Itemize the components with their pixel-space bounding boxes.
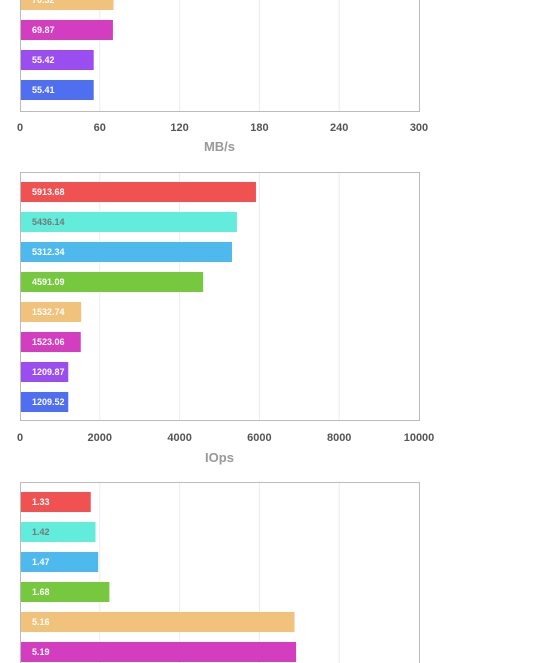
bar <box>21 20 113 40</box>
bar-value-label: 1.47 <box>32 557 50 567</box>
bar <box>21 552 99 572</box>
bar <box>21 302 82 322</box>
x-tick-label: 6000 <box>247 432 271 444</box>
bar-value-label: 5436.14 <box>32 217 65 227</box>
x-tick-label: 8000 <box>327 432 351 444</box>
bar-value-label: 1209.52 <box>32 397 65 407</box>
chart-1: 70.32 69.87 55.42 55.41 0 60 120 180 240 300 MB/s <box>17 0 428 154</box>
x-axis-title: MB/s <box>204 139 235 154</box>
x-tick-label: 0 <box>17 122 23 134</box>
x-tick-label: 240 <box>330 122 348 134</box>
bar-value-label: 1.68 <box>32 587 50 597</box>
bar <box>21 332 81 352</box>
bar <box>21 212 237 232</box>
bar-value-label: 1532.74 <box>32 307 65 317</box>
bar <box>21 80 94 100</box>
x-tick-label: 120 <box>170 122 188 134</box>
bar <box>21 612 295 632</box>
bar-value-label: 4591.09 <box>32 277 65 287</box>
bar <box>21 0 114 10</box>
plot-frame <box>20 172 420 421</box>
x-tick-label: 60 <box>94 122 106 134</box>
plot-frame <box>20 0 420 112</box>
x-tick-label: 4000 <box>167 432 191 444</box>
x-tick-label: 2000 <box>88 432 112 444</box>
bar-value-label: 55.41 <box>32 85 55 95</box>
x-tick-label: 180 <box>250 122 268 134</box>
bar-value-label: 1523.06 <box>32 337 65 347</box>
bar <box>21 642 297 662</box>
chart-3: 1.33 1.42 1.47 1.68 5.16 5.19 <box>20 482 420 663</box>
bar-value-label: 1.42 <box>32 527 50 537</box>
bar-value-label: 5.16 <box>32 617 50 627</box>
x-tick-label: 300 <box>410 122 428 134</box>
plot-frame <box>20 482 420 663</box>
x-tick-label: 10000 <box>404 432 435 444</box>
bar-value-label: 5.19 <box>32 647 50 657</box>
bar <box>21 242 232 262</box>
bar <box>21 392 69 412</box>
x-tick-label: 0 <box>17 432 23 444</box>
bar-value-label: 70.32 <box>32 0 55 5</box>
bar <box>21 50 94 70</box>
bar <box>21 492 91 512</box>
bar-value-label: 1209.87 <box>32 367 65 377</box>
bar <box>21 582 110 602</box>
bar-value-label: 5913.68 <box>32 187 65 197</box>
bar-value-label: 1.33 <box>32 497 50 507</box>
bar <box>21 182 256 202</box>
bar <box>21 362 69 382</box>
bar-value-label: 5312.34 <box>32 247 65 257</box>
bar-value-label: 69.87 <box>32 25 55 35</box>
bar-value-label: 55.42 <box>32 55 55 65</box>
bar <box>21 522 96 542</box>
x-axis-title: IOps <box>205 450 234 465</box>
bar <box>21 272 204 292</box>
chart-2: 5913.68 5436.14 5312.34 4591.09 1532.74 1523.… <box>17 172 434 465</box>
